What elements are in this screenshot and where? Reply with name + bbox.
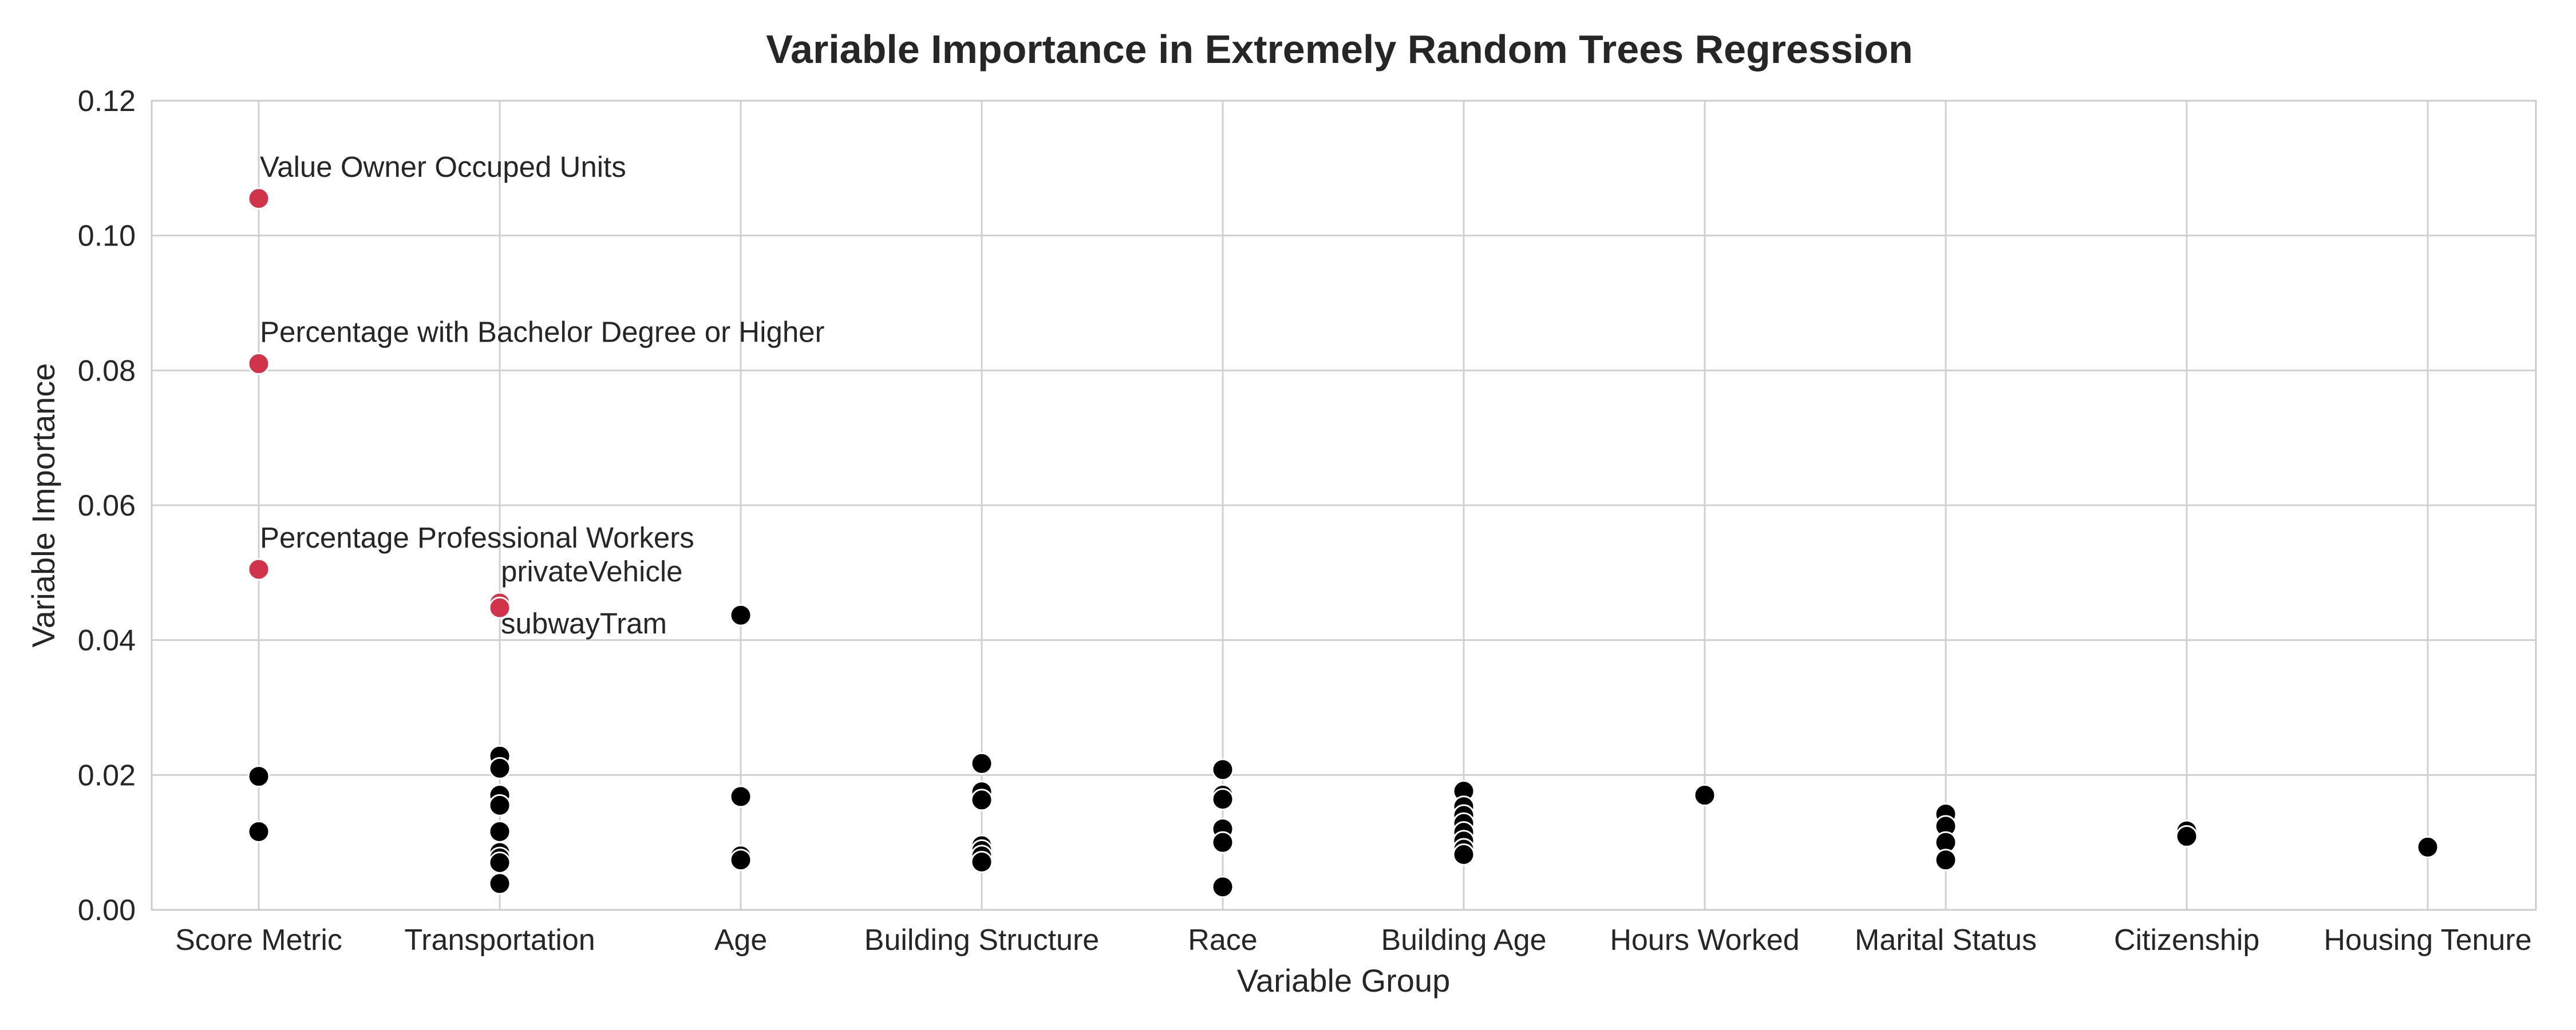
y-tick-label: 0.04 bbox=[78, 624, 136, 657]
x-tick-label: Age bbox=[714, 924, 768, 957]
data-point bbox=[488, 851, 511, 874]
highlighted-data-point bbox=[247, 352, 270, 375]
x-tick-label: Hours Worked bbox=[1610, 924, 1799, 957]
data-point bbox=[1211, 788, 1234, 811]
y-tick-label: 0.06 bbox=[78, 489, 136, 522]
y-tick-label: 0.00 bbox=[78, 894, 136, 927]
point-annotations: Value Owner Occuped Units Percentage with… bbox=[260, 150, 825, 640]
y-tick-label: 0.08 bbox=[78, 354, 136, 387]
point-annotation: Percentage with Bachelor Degree or Highe… bbox=[260, 316, 825, 348]
plot-frame bbox=[151, 100, 2537, 911]
data-point bbox=[1211, 831, 1234, 854]
data-point bbox=[729, 604, 752, 627]
data-point bbox=[247, 820, 270, 843]
data-point bbox=[970, 752, 993, 775]
x-tick-label: Citizenship bbox=[2114, 924, 2259, 957]
point-annotation: privateVehicle bbox=[501, 555, 683, 588]
data-point bbox=[1693, 784, 1716, 807]
chart-title: Variable Importance in Extremely Random … bbox=[766, 27, 1913, 72]
data-point bbox=[1211, 758, 1234, 781]
data-point bbox=[2175, 825, 2198, 848]
data-point bbox=[488, 794, 511, 817]
point-annotation: Percentage Professional Workers bbox=[260, 521, 694, 554]
x-tick-label: Building Age bbox=[1381, 924, 1546, 957]
x-axis-title: Variable Group bbox=[1237, 962, 1451, 999]
x-tick-labels: Score Metric Transportation Age Building St… bbox=[175, 924, 2532, 957]
highlighted-data-point bbox=[247, 187, 270, 210]
x-tick-label: Building Structure bbox=[864, 924, 1099, 957]
highlighted-data-point bbox=[247, 558, 270, 581]
point-annotation: subwayTram bbox=[501, 607, 667, 640]
y-axis-title: Variable Importance bbox=[25, 363, 61, 648]
x-tick-label: Race bbox=[1188, 924, 1257, 957]
data-point bbox=[1452, 843, 1475, 866]
highlighted-data-point bbox=[488, 596, 511, 619]
x-tick-label: Marital Status bbox=[1855, 924, 2037, 957]
data-points bbox=[247, 187, 2439, 898]
y-tick-label: 0.12 bbox=[78, 85, 136, 118]
x-tick-label: Transportation bbox=[404, 924, 595, 957]
data-point bbox=[247, 765, 270, 788]
x-tick-label: Score Metric bbox=[175, 924, 342, 957]
point-annotation: Value Owner Occuped Units bbox=[260, 150, 626, 183]
data-point bbox=[2416, 835, 2439, 858]
data-point bbox=[488, 820, 511, 843]
data-point bbox=[970, 789, 993, 811]
grid-lines bbox=[152, 100, 2536, 911]
data-point bbox=[729, 849, 752, 871]
data-point bbox=[729, 785, 752, 808]
y-tick-label: 0.02 bbox=[78, 759, 136, 792]
data-point bbox=[488, 757, 511, 780]
data-point bbox=[488, 872, 511, 895]
data-point bbox=[1211, 876, 1234, 898]
y-tick-label: 0.10 bbox=[78, 220, 136, 253]
data-point bbox=[1934, 849, 1957, 871]
x-tick-label: Housing Tenure bbox=[2324, 924, 2531, 957]
y-tick-labels: 0.00 0.02 0.04 0.06 0.08 0.10 0.12 bbox=[78, 85, 136, 927]
data-point bbox=[970, 850, 993, 873]
